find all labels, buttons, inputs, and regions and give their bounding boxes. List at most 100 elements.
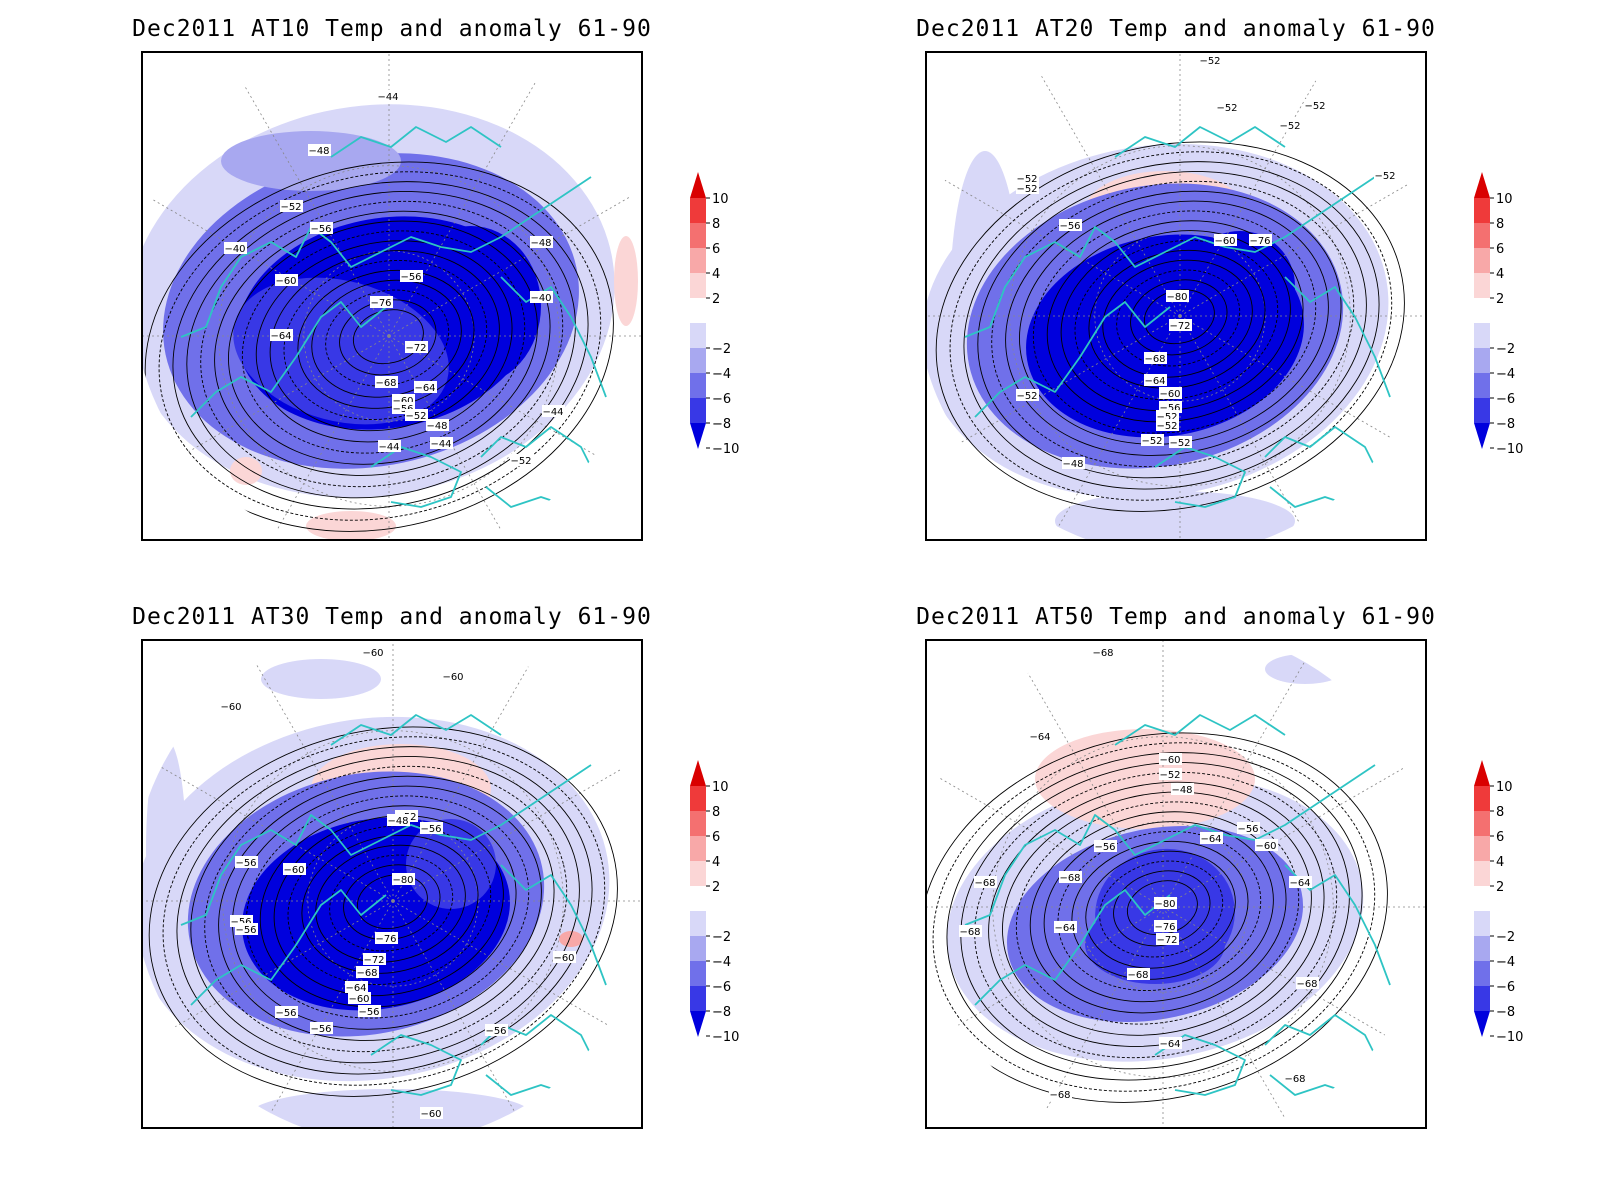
contour-label: −52 <box>405 411 426 422</box>
contour-label: −52 <box>1279 121 1300 132</box>
colorbar-label: 4 <box>712 267 720 282</box>
contour-label-bg <box>345 981 368 993</box>
contour-label: −60 <box>392 396 413 407</box>
contour-label-bg <box>420 1107 443 1119</box>
contour-label: −64 <box>414 383 435 394</box>
panel-title: Dec2011 AT20 Temp and anomaly 61-90 <box>916 16 1436 42</box>
contour-label: −48 <box>308 146 329 157</box>
contour-label: −48 <box>426 421 447 432</box>
temperature-contour <box>186 191 576 499</box>
contour-label-bg <box>1127 968 1150 980</box>
colorbar-label: −4 <box>712 367 731 382</box>
colorbar-arrow-bottom <box>690 423 706 449</box>
colorbar-label: 8 <box>1496 217 1504 232</box>
colorbar-segment <box>690 373 706 398</box>
temperature-contour <box>176 746 593 1075</box>
anomaly-fill-weak <box>1055 491 1295 541</box>
coastline <box>1154 1034 1246 1096</box>
contour-label: −56 <box>235 925 256 936</box>
contour-label-bg <box>308 144 331 156</box>
anomaly-fill-strong <box>406 819 496 909</box>
meridian-line <box>925 315 1181 472</box>
contour-label-bg <box>348 992 371 1004</box>
contour-label: −68 <box>974 878 995 889</box>
contour-label: −48 <box>1062 459 1083 470</box>
colorbar-segment <box>690 223 706 248</box>
contour-label: −64 <box>1159 1039 1180 1050</box>
meridian-line <box>1162 639 1319 908</box>
contour-label: −56 <box>310 1024 331 1035</box>
contour-label: −56 <box>230 917 251 928</box>
contour-label: −56 <box>420 824 441 835</box>
contour-label: −52 <box>1374 171 1395 182</box>
contour-label-bg <box>530 236 553 248</box>
contour-label: −56 <box>1094 842 1115 853</box>
contour-label-bg <box>1159 387 1182 399</box>
contour-label-bg <box>1289 876 1312 888</box>
contour-label: −52 <box>1141 436 1162 447</box>
contour-label-bg <box>283 863 306 875</box>
colorbar-segment <box>1474 273 1490 298</box>
contour-label-bg <box>959 925 982 937</box>
contour-label: −44 <box>430 439 451 450</box>
temperature-contour <box>1029 811 1287 1014</box>
contour-label-bg <box>1049 1088 1072 1100</box>
temperature-contour <box>1116 269 1241 367</box>
meridian-line <box>925 160 1181 317</box>
map-area: −52−52 −52−52−52−52−56−60−80−76−72−68−64−… <box>925 51 1427 541</box>
colorbar-segment <box>1474 886 1490 911</box>
panel-title: Dec2011 AT50 Temp and anomaly 61-90 <box>916 604 1436 630</box>
contour-label-bg <box>1279 119 1302 131</box>
temperature-contour <box>977 171 1367 479</box>
colorbar-label: −6 <box>1496 392 1515 407</box>
temperature-contour <box>218 775 555 1041</box>
anomaly-fill-positive <box>614 236 638 326</box>
colorbar-segment <box>1474 348 1490 373</box>
coastline <box>964 176 1376 338</box>
contour-label-bg <box>235 923 258 935</box>
contour-label: −68 <box>959 927 980 938</box>
anomaly-fill-weak <box>251 1089 531 1129</box>
coastline <box>500 864 607 986</box>
temperature-contour <box>283 260 488 420</box>
temperature-contour <box>1130 279 1228 356</box>
contour-label: −60 <box>348 994 369 1005</box>
panel-title: Dec2011 AT30 Temp and anomaly 61-90 <box>132 604 652 630</box>
contour-label: −76 <box>1249 236 1270 247</box>
contour-label: −68 <box>1127 970 1148 981</box>
meridian-line <box>388 335 545 541</box>
colorbar-label: 10 <box>1496 192 1513 207</box>
colorbar-label: −2 <box>1496 930 1515 945</box>
contour-label-bg <box>1374 169 1397 181</box>
colorbar-label: −10 <box>712 1030 739 1045</box>
contour-label: −52 <box>1159 770 1180 781</box>
panel-title: Dec2011 AT10 Temp and anomaly 61-90 <box>132 16 652 42</box>
contour-label: −48 <box>387 816 408 827</box>
map-frame <box>141 51 643 541</box>
temperature-contour <box>273 815 504 997</box>
contour-label: −68 <box>375 378 396 389</box>
contour-label-bg <box>1296 977 1319 989</box>
contour-label-bg <box>387 814 410 826</box>
temperature-contour <box>241 230 526 454</box>
temperature-contour <box>960 762 1350 1070</box>
temperature-contour <box>963 161 1380 490</box>
contour-label-bg <box>275 1006 298 1018</box>
meridian-line <box>237 639 394 902</box>
colorbar-arrow-top <box>690 760 706 786</box>
contour-label: −60 <box>362 648 383 659</box>
meridian-line <box>392 900 643 1057</box>
colorbar-arrow-bottom <box>690 1011 706 1037</box>
colorbar-label: −2 <box>1496 342 1515 357</box>
contour-label: −44 <box>377 92 398 103</box>
colorbar-segment <box>1474 961 1490 986</box>
temperature-contour <box>269 250 500 432</box>
meridian-line <box>233 335 390 541</box>
meridian-line <box>1024 51 1181 317</box>
colorbar-label: −4 <box>712 955 731 970</box>
map-area: −68 −64 −60 −52 −48 −68 −56 −56 −64 −60 −80 −76 −72 −… <box>925 639 1427 1129</box>
contour-label-bg <box>485 1024 508 1036</box>
colorbar-segment <box>1474 248 1490 273</box>
colorbar-label: 8 <box>712 805 720 820</box>
anomaly-colorbar: 10 8 6 4 2 −2 −4 −6 −8 −10 <box>1474 760 1523 1045</box>
